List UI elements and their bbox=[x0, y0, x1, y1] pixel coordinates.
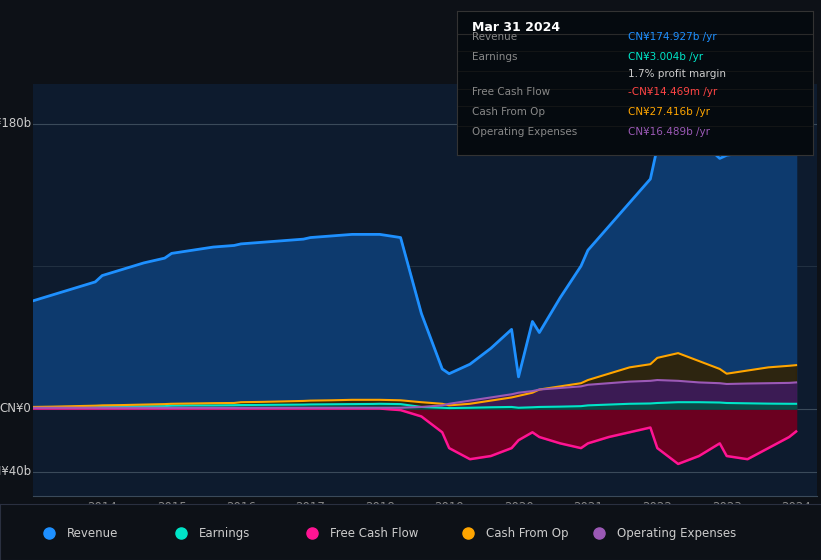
Text: CN¥3.004b /yr: CN¥3.004b /yr bbox=[628, 52, 703, 62]
Text: Mar 31 2024: Mar 31 2024 bbox=[471, 21, 560, 34]
Text: CN¥180b: CN¥180b bbox=[0, 117, 31, 130]
Text: CN¥16.489b /yr: CN¥16.489b /yr bbox=[628, 127, 710, 137]
Text: Cash From Op: Cash From Op bbox=[486, 526, 568, 540]
Text: Operating Expenses: Operating Expenses bbox=[617, 526, 736, 540]
Text: 1.7% profit margin: 1.7% profit margin bbox=[628, 69, 726, 79]
Text: Free Cash Flow: Free Cash Flow bbox=[330, 526, 419, 540]
Text: Revenue: Revenue bbox=[67, 526, 119, 540]
Text: CN¥27.416b /yr: CN¥27.416b /yr bbox=[628, 107, 710, 117]
Text: Operating Expenses: Operating Expenses bbox=[471, 127, 577, 137]
Text: Earnings: Earnings bbox=[199, 526, 250, 540]
Text: CN¥0: CN¥0 bbox=[0, 402, 31, 415]
Text: CN¥174.927b /yr: CN¥174.927b /yr bbox=[628, 32, 717, 41]
Text: Earnings: Earnings bbox=[471, 52, 517, 62]
Text: -CN¥14.469m /yr: -CN¥14.469m /yr bbox=[628, 87, 718, 96]
Text: -CN¥40b: -CN¥40b bbox=[0, 465, 31, 478]
Text: Cash From Op: Cash From Op bbox=[471, 107, 544, 117]
Text: Revenue: Revenue bbox=[471, 32, 516, 41]
Text: Free Cash Flow: Free Cash Flow bbox=[471, 87, 549, 96]
